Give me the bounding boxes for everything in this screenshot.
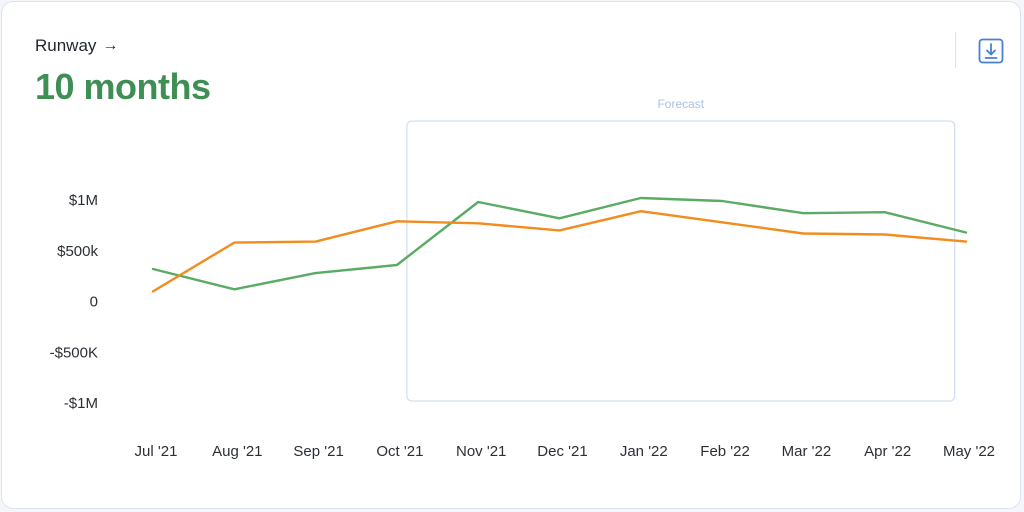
forecast-label: Forecast [657,97,704,111]
arrow-right-icon: → [102,37,119,54]
series-line-2 [151,209,968,293]
x-tick-label: Apr '22 [864,443,911,460]
x-tick-label: Jan '22 [620,443,668,460]
runway-value: 10 months [35,66,211,107]
runway-title-link[interactable]: Runway → [35,36,118,56]
x-tick-label: Dec '21 [537,443,587,460]
x-tick-label: Sep '21 [293,443,343,460]
download-icon [978,38,1004,64]
runway-title: Runway [35,36,97,55]
header-divider [955,32,956,68]
x-tick-label: Aug '21 [212,443,262,460]
x-tick-label: Mar '22 [782,443,832,460]
x-tick-label: Oct '21 [376,443,423,460]
forecast-region [406,120,956,402]
y-tick-label: $1M [69,192,98,209]
x-tick-label: May '22 [943,443,995,460]
x-tick-label: Jul '21 [135,443,178,460]
y-tick-label: -$1M [64,395,98,412]
x-tick-label: Nov '21 [456,443,506,460]
y-tick-label: $500k [57,243,98,260]
x-tick-label: Feb '22 [700,443,750,460]
series-line-1 [151,196,968,291]
download-button[interactable] [978,38,1004,64]
y-tick-label: -$500K [50,344,98,361]
y-tick-label: 0 [90,294,98,311]
